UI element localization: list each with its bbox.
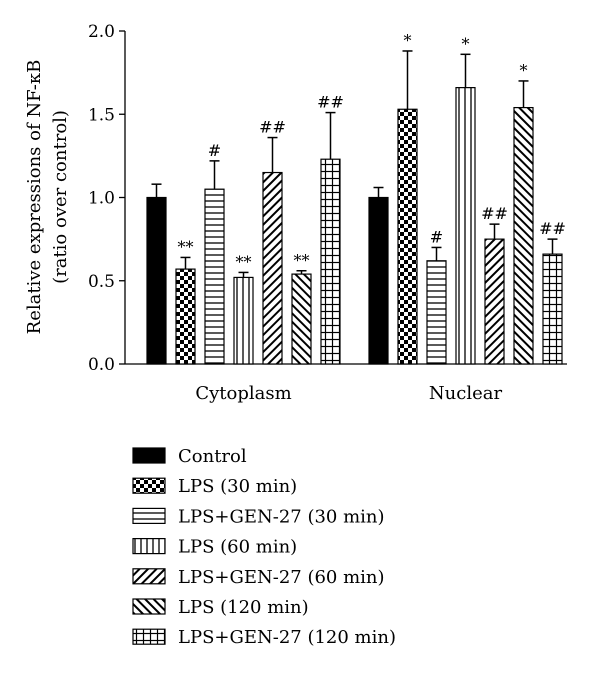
bar (397, 108, 418, 365)
legend-swatch (132, 568, 166, 585)
category-labels: Cytoplasm Nuclear (195, 383, 502, 404)
legend-label: Control (178, 446, 247, 467)
legend-label: LPS+GEN-27 (30 min) (178, 506, 385, 527)
bar (233, 276, 254, 365)
bar (484, 238, 505, 365)
bar (146, 196, 167, 365)
significance-label: ** (294, 251, 310, 270)
significance-label: ## (539, 219, 566, 238)
legend-swatch (132, 447, 166, 464)
significance-label: * (520, 61, 528, 80)
y-tick-label: 0.0 (88, 355, 115, 375)
legend-swatch (132, 628, 166, 645)
x-category-label: Cytoplasm (195, 383, 291, 404)
y-tick-label: 2.0 (88, 22, 115, 42)
y-axis-title-sub: (ratio over control) (50, 110, 71, 284)
legend-label: LPS (30 min) (178, 476, 297, 497)
legend-label: LPS+GEN-27 (60 min) (178, 567, 385, 588)
bar (455, 87, 476, 365)
legend-item: LPS (30 min) (132, 476, 297, 497)
legend: Control LPS (30 min) LPS+GEN-27 (30 min) LP… (132, 446, 396, 648)
x-category-label: Nuclear (429, 383, 503, 404)
significance-label: ## (259, 118, 286, 137)
bar (291, 273, 312, 365)
legend-swatch (132, 507, 166, 524)
y-tick-label: 1.0 (88, 189, 115, 209)
legend-label: LPS (120 min) (178, 597, 309, 618)
bar (542, 253, 563, 365)
legend-item: Control (132, 446, 247, 467)
legend-label: LPS+GEN-27 (120 min) (178, 627, 396, 648)
bars: ** # ** ## ** ## * # * ## * ## (146, 31, 566, 365)
legend-item: LPS+GEN-27 (120 min) (132, 627, 396, 648)
legend-item: LPS (60 min) (132, 537, 297, 558)
significance-label: ## (317, 93, 344, 112)
y-tick-label: 0.5 (88, 272, 115, 292)
bar (262, 171, 283, 365)
y-axis: 0.0 0.5 1.0 1.5 2.0 (88, 22, 567, 375)
bar (320, 158, 341, 365)
significance-label: # (430, 227, 443, 246)
significance-label: * (404, 31, 412, 50)
legend-swatch (132, 477, 166, 494)
bar (204, 188, 225, 365)
bar (426, 260, 447, 365)
significance-label: ** (236, 252, 252, 271)
legend-label: LPS (60 min) (178, 537, 297, 558)
bar (513, 106, 534, 365)
y-axis-title-main: Relative expressions of NF-κB (24, 60, 45, 335)
significance-label: # (208, 141, 221, 160)
significance-label: ** (178, 237, 194, 256)
significance-label: * (462, 34, 470, 53)
legend-item: LPS+GEN-27 (30 min) (132, 506, 385, 527)
bar (368, 196, 389, 365)
y-tick-label: 1.5 (88, 105, 115, 125)
y-axis-title: Relative expressions of NF-κB (ratio ove… (24, 60, 71, 335)
legend-item: LPS (120 min) (132, 597, 309, 618)
significance-label: ## (481, 204, 508, 223)
bar (175, 268, 196, 365)
legend-swatch (132, 537, 166, 555)
legend-swatch (132, 598, 166, 615)
legend-item: LPS+GEN-27 (60 min) (132, 567, 385, 588)
